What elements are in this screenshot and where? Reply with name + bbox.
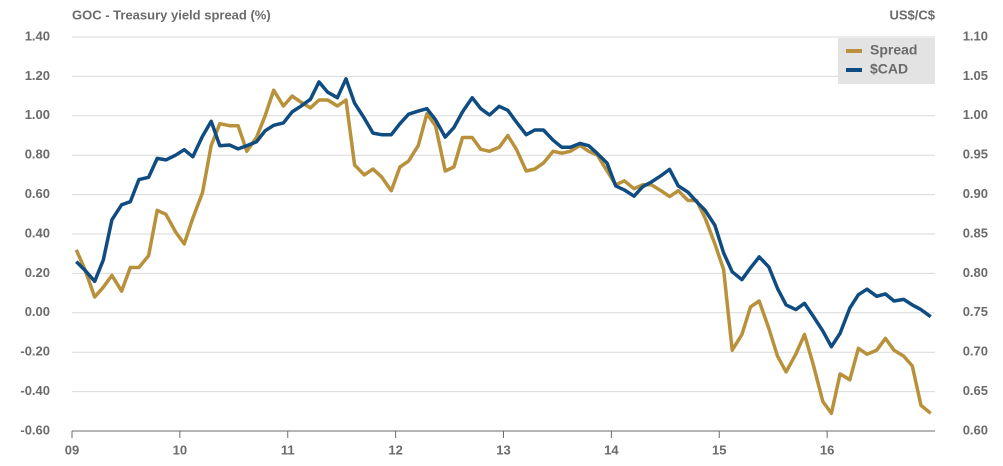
y-tick-label: 1.40 <box>25 28 50 43</box>
y-tick-label: 0.60 <box>25 186 50 201</box>
y2-tick-label: 1.05 <box>963 68 988 83</box>
y2-tick-label: 0.70 <box>963 344 988 359</box>
y-tick-label: 1.00 <box>25 107 50 122</box>
y2-axis-label: US$/C$ <box>889 7 935 22</box>
y-tick-label: 0.80 <box>25 147 50 162</box>
y-tick-label: -0.40 <box>20 383 50 398</box>
y-tick-label: 0.40 <box>25 225 50 240</box>
x-tick-label: 09 <box>65 442 79 457</box>
x-tick-label: 12 <box>388 442 402 457</box>
y2-tick-label: 0.90 <box>963 186 988 201</box>
y2-tick-label: 0.85 <box>963 225 988 240</box>
x-tick-label: 11 <box>281 442 295 457</box>
x-tick-label: 13 <box>496 442 510 457</box>
series-line <box>74 88 932 416</box>
x-tick-label: 10 <box>173 442 187 457</box>
chart-title: GOC - Treasury yield spread (%) <box>72 7 271 22</box>
x-tick-label: 14 <box>604 442 619 457</box>
y2-tick-label: 0.65 <box>963 383 988 398</box>
y2-tick-label: 1.00 <box>963 107 988 122</box>
y2-tick-label: 0.75 <box>963 304 988 319</box>
y2-tick-label: 0.95 <box>963 147 988 162</box>
y-tick-label: -0.60 <box>20 422 50 437</box>
legend-label: $CAD <box>870 61 908 77</box>
legend-label: Spread <box>870 42 917 58</box>
y2-tick-label: 0.60 <box>963 422 988 437</box>
legend-box <box>838 38 935 84</box>
y2-tick-label: 0.80 <box>963 265 988 280</box>
y-tick-label: 1.20 <box>25 68 50 83</box>
y2-tick-label: 1.10 <box>963 28 988 43</box>
x-tick-label: 15 <box>712 442 726 457</box>
x-tick-label: 16 <box>820 442 834 457</box>
y-tick-label: 0.00 <box>25 304 50 319</box>
y-tick-label: -0.20 <box>20 344 50 359</box>
series-line <box>75 77 932 349</box>
y-tick-label: 0.20 <box>25 265 50 280</box>
